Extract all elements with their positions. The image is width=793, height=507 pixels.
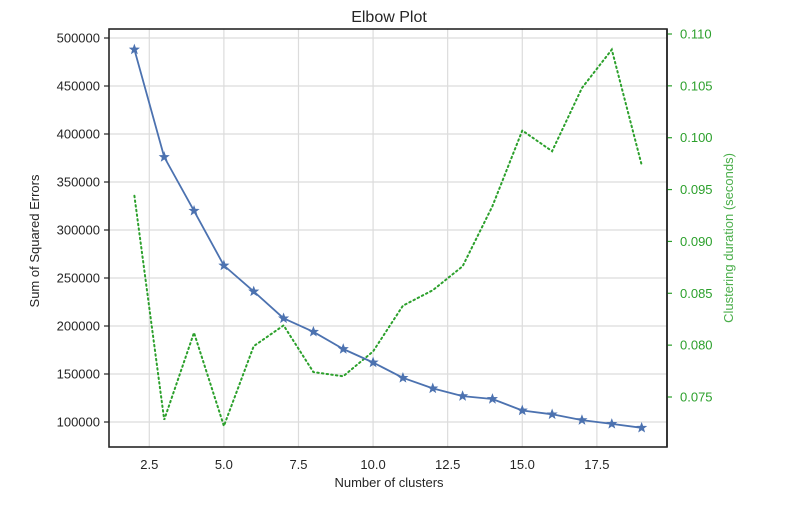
left-tick-label: 300000	[57, 223, 100, 238]
right-tick-label: 0.085	[680, 286, 713, 301]
right-y-axis-ticks: 0.075 0.080 0.085 0.090 0.095 0.100 0.105 0.110	[666, 27, 713, 447]
star-marker-icon	[277, 312, 290, 324]
star-marker-icon	[158, 151, 170, 162]
left-tick-label: 400000	[57, 127, 100, 142]
right-tick-label: 0.105	[680, 78, 713, 93]
x-axis-ticks: 2.5 5.0 7.5 10.0 12.5 15.0 17.5	[140, 457, 609, 472]
left-tick-label: 350000	[57, 175, 100, 190]
star-marker-icon	[516, 404, 528, 416]
star-marker-icon	[576, 414, 588, 425]
left-tick-label: 500000	[57, 31, 100, 46]
right-y-axis-label: Clustering duration (seconds)	[721, 153, 736, 323]
plot-series	[128, 43, 648, 433]
chart-title: Elbow Plot	[351, 9, 427, 26]
star-marker-icon	[427, 382, 439, 394]
duration-series-line	[133, 47, 643, 430]
x-tick-label: 5.0	[215, 457, 233, 472]
star-marker-icon	[248, 285, 260, 297]
star-marker-icon	[457, 390, 469, 401]
star-marker-icon	[188, 204, 200, 216]
star-marker-icon	[546, 408, 558, 420]
grid-lines	[109, 29, 667, 447]
x-tick-label: 10.0	[360, 457, 385, 472]
x-tick-label: 17.5	[584, 457, 609, 472]
left-tick-label: 100000	[57, 415, 100, 430]
sse-series-line	[133, 49, 642, 429]
x-axis-label: Number of clusters	[334, 475, 444, 490]
left-tick-label: 450000	[57, 79, 100, 94]
right-tick-label: 0.090	[680, 234, 713, 249]
x-tick-label: 12.5	[435, 457, 460, 472]
star-marker-icon	[218, 259, 230, 271]
star-marker-icon	[367, 356, 379, 368]
x-tick-label: 2.5	[140, 457, 158, 472]
right-tick-label: 0.095	[680, 182, 713, 197]
star-marker-icon	[636, 421, 648, 433]
star-marker-icon	[606, 418, 618, 429]
star-marker-icon	[307, 325, 319, 337]
x-tick-label: 15.0	[510, 457, 535, 472]
left-y-axis-label: Sum of Squared Errors	[27, 174, 42, 307]
left-tick-label: 250000	[57, 271, 100, 286]
left-y-axis-ticks: 100000 150000 200000 250000 300000 350000 4000…	[57, 31, 109, 430]
plot-frame	[108, 28, 668, 448]
star-marker-icon	[337, 343, 349, 354]
right-tick-label: 0.075	[680, 390, 713, 405]
star-marker-icon	[397, 371, 409, 383]
left-tick-label: 200000	[57, 319, 100, 334]
star-marker-icon	[486, 393, 499, 404]
left-tick-label: 150000	[57, 367, 100, 382]
star-marker-icon	[128, 43, 140, 55]
right-tick-label: 0.100	[680, 130, 713, 145]
right-tick-label: 0.080	[680, 338, 713, 353]
x-tick-label: 7.5	[289, 457, 307, 472]
right-tick-label: 0.110	[680, 27, 712, 42]
